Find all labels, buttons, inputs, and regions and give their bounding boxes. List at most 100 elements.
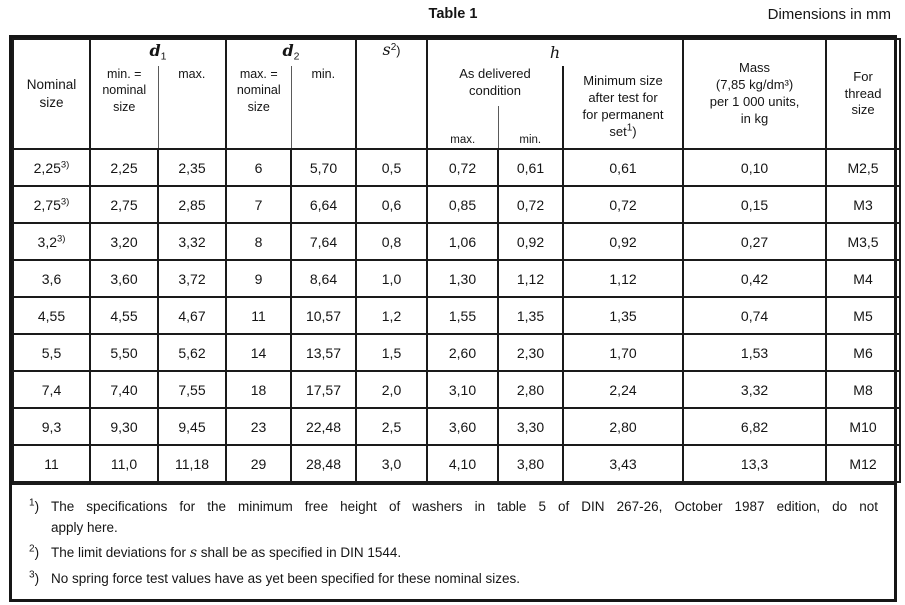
footnote-2-text-after: shall be as specified in DIN 1544.	[197, 544, 402, 560]
cell-perm-set: 0,92	[561, 222, 685, 261]
table-row: 5,5 5,50 5,62 14 13,57 1,5 2,60 2,30 1,70 1,53 M6	[12, 333, 902, 372]
cell-perm-set: 2,80	[561, 407, 685, 446]
footnote-1-marker: 1)	[22, 497, 51, 539]
table-row: 2,753) 2,75 2,85 7 6,64 0,6 0,85 0,72 0,72 0,15 M3	[12, 185, 902, 224]
footnote-3: 3) No spring force test values have as y…	[22, 569, 880, 590]
cell-mass: 6,82	[682, 407, 828, 446]
table-row: 7,4 7,40 7,55 18 17,57 2,0 3,10 2,80 2,24 3,32 M8	[12, 370, 902, 409]
cell-d2-max: 29	[225, 444, 292, 483]
cell-h-min: 0,61	[497, 148, 564, 187]
cell-mass: 1,53	[682, 333, 828, 372]
cell-d2-min: 13,57	[290, 333, 357, 372]
table-row: 4,55 4,55 4,67 11 10,57 1,2 1,55 1,35 1,35 0,74 M5	[12, 296, 902, 335]
cell-d2-min: 6,64	[290, 185, 357, 224]
cell-s: 0,6	[355, 185, 428, 224]
cell-perm-set: 1,35	[561, 296, 685, 335]
s-footnote-ref: 2	[390, 41, 397, 53]
cell-thread: M6	[825, 333, 902, 372]
cell-h-min: 1,35	[497, 296, 564, 335]
header-d2: d2	[225, 38, 357, 66]
footnote-1-paren: )	[34, 499, 40, 514]
cell-d1-max: 9,45	[157, 407, 227, 446]
footnote-2-text-before: The limit deviations for	[51, 544, 190, 560]
cell-d1-min: 5,50	[89, 333, 159, 372]
cell-perm-set: 3,43	[561, 444, 685, 483]
cell-d1-max: 11,18	[157, 444, 227, 483]
table-row: 3,6 3,60 3,72 9 8,64 1,0 1,30 1,12 1,12 0,42 M4	[12, 259, 902, 298]
cell-d1-min: 4,55	[89, 296, 159, 335]
cell-nominal: 11	[12, 444, 91, 483]
cell-d1-max: 5,62	[157, 333, 227, 372]
cell-s: 0,8	[355, 222, 428, 261]
cell-nominal: 2,753)	[12, 185, 91, 224]
footnote-2-paren: )	[34, 544, 40, 560]
cell-d1-max: 7,55	[157, 370, 227, 409]
footnote-1: 1) The specifications for the minimum fr…	[22, 497, 880, 539]
cell-s: 1,2	[355, 296, 428, 335]
cell-s: 1,0	[355, 259, 428, 298]
header-nominal-size: Nominal size	[12, 38, 91, 150]
permanent-set-paren: )	[632, 123, 637, 139]
table-header: Nominal size d1 d2 s2) h Mass (7,85 kg/d…	[12, 38, 902, 150]
header-permanent-set: Minimum size after test for for permanen…	[561, 66, 685, 150]
header-mass: Mass (7,85 kg/dm³) per 1 000 units, in k…	[682, 38, 828, 150]
cell-d1-max: 3,72	[157, 259, 227, 298]
cell-d1-min: 3,20	[89, 222, 159, 261]
footnote-ref: 3)	[60, 195, 70, 207]
d1-symbol: d	[149, 41, 161, 61]
cell-thread: M3,5	[825, 222, 902, 261]
d2-symbol: d	[282, 41, 294, 61]
cell-h-max: 3,10	[426, 370, 499, 409]
cell-d2-min: 8,64	[290, 259, 357, 298]
cell-d2-max: 23	[225, 407, 292, 446]
footnote-2: 2) The limit deviations for s shall be a…	[22, 543, 880, 565]
cell-nominal: 9,3	[12, 407, 91, 446]
footnote-3-marker: 3)	[22, 569, 51, 590]
d1-subscript: 1	[160, 50, 167, 63]
cell-d2-max: 6	[225, 148, 292, 187]
header-thread-size: For thread size	[825, 38, 902, 150]
cell-perm-set: 1,70	[561, 333, 685, 372]
cell-d2-max: 18	[225, 370, 292, 409]
cell-d1-max: 4,67	[157, 296, 227, 335]
cell-thread: M4	[825, 259, 902, 298]
table-row: 9,3 9,30 9,45 23 22,48 2,5 3,60 3,30 2,80 6,82 M10	[12, 407, 902, 446]
cell-nominal: 2,253)	[12, 148, 91, 187]
cell-d1-min: 2,25	[89, 148, 159, 187]
cell-d1-min: 3,60	[89, 259, 159, 298]
cell-h-max: 4,10	[426, 444, 499, 483]
s-symbol: s	[382, 40, 391, 59]
footnote-1-text: The specifications for the minimum free …	[51, 497, 880, 539]
cell-nominal: 5,5	[12, 333, 91, 372]
cell-mass: 0,74	[682, 296, 828, 335]
footnote-2-text: The limit deviations for s shall be as s…	[51, 543, 880, 565]
cell-d2-max: 11	[225, 296, 292, 335]
cell-s: 2,5	[355, 407, 428, 446]
cell-d1-max: 3,32	[157, 222, 227, 261]
cell-mass: 3,32	[682, 370, 828, 409]
cell-d2-max: 9	[225, 259, 292, 298]
cell-mass: 0,27	[682, 222, 828, 261]
cell-nominal: 3,6	[12, 259, 91, 298]
cell-h-min: 2,30	[497, 333, 564, 372]
cell-mass: 0,10	[682, 148, 828, 187]
cell-s: 0,5	[355, 148, 428, 187]
cell-h-min: 0,92	[497, 222, 564, 261]
cell-d2-max: 8	[225, 222, 292, 261]
cell-d2-max: 7	[225, 185, 292, 224]
footnote-3-text: No spring force test values have as yet …	[51, 570, 520, 586]
cell-mass: 0,15	[682, 185, 828, 224]
cell-d1-min: 11,0	[89, 444, 159, 483]
cell-d1-min: 9,30	[89, 407, 159, 446]
cell-mass: 0,42	[682, 259, 828, 298]
footnote-ref: 3)	[60, 158, 70, 170]
cell-thread: M8	[825, 370, 902, 409]
h-symbol: h	[549, 42, 561, 62]
cell-d2-min: 10,57	[290, 296, 357, 335]
cell-d1-max: 2,35	[157, 148, 227, 187]
footnote-2-marker: 2)	[22, 543, 51, 565]
footnote-1-line1: The specifications for the minimum free …	[51, 499, 878, 514]
cell-d1-min: 2,75	[89, 185, 159, 224]
permanent-set-label: Minimum size after test for for permanen…	[582, 73, 664, 139]
header-d1: d1	[89, 38, 227, 66]
